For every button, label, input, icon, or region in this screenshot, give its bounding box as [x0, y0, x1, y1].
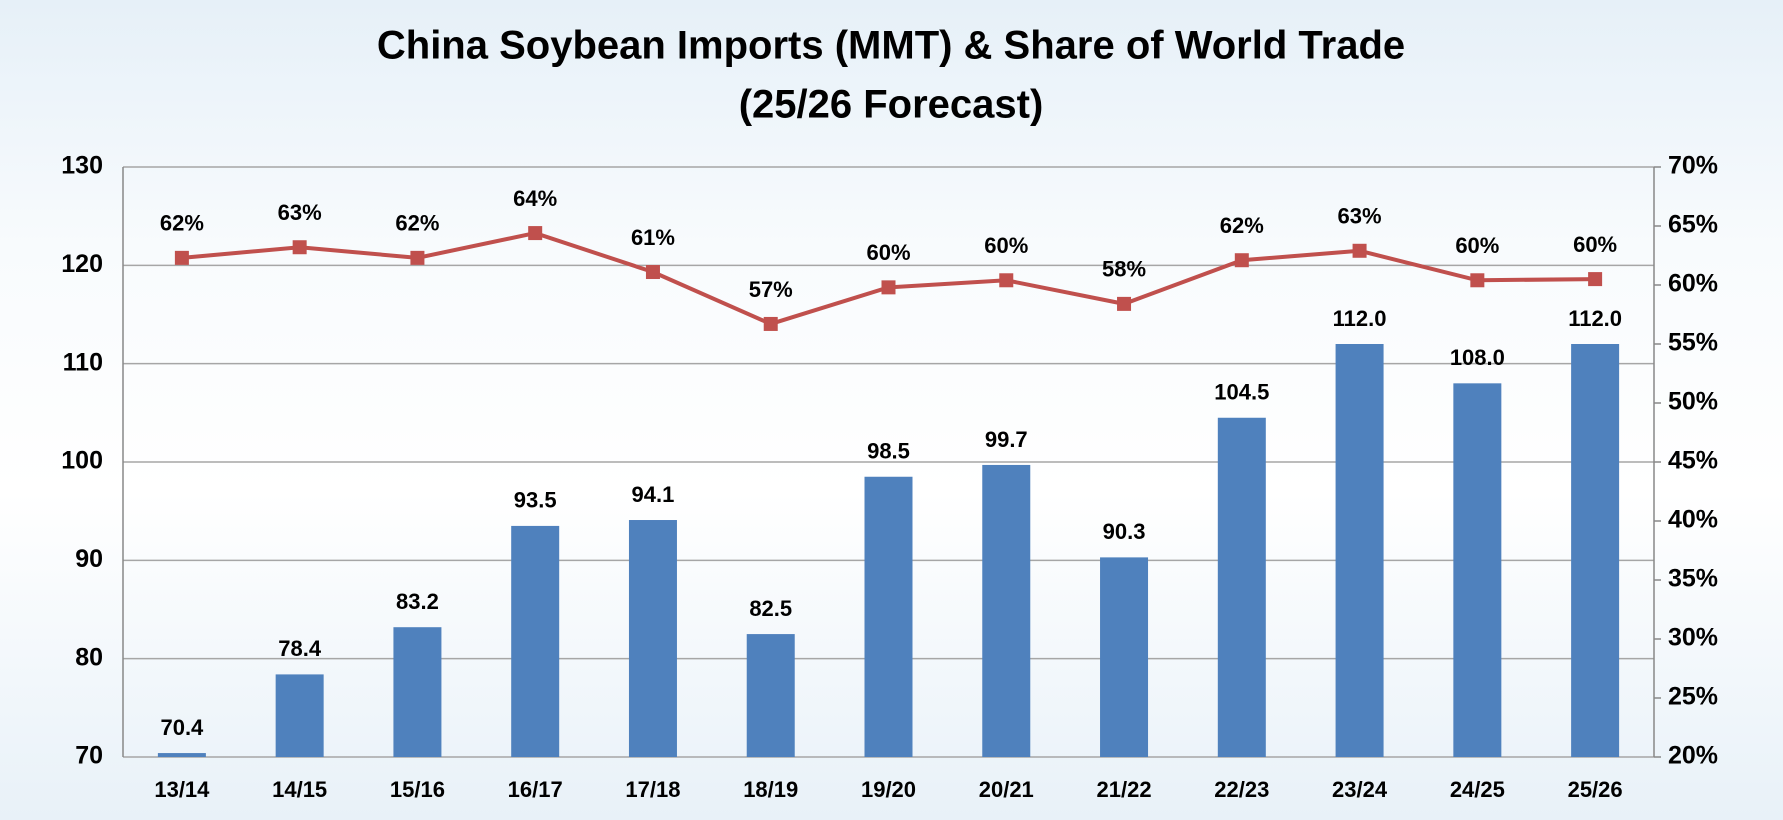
bar: [864, 476, 913, 757]
bar: [511, 525, 560, 757]
y2-tick-label: 65%: [1668, 211, 1718, 239]
line-marker: [528, 226, 543, 241]
x-tick-label: 19/20: [861, 777, 916, 802]
x-tick-label: 17/18: [625, 777, 680, 802]
bar: [628, 520, 677, 757]
y2-tick-label: 55%: [1668, 329, 1718, 357]
line-marker: [292, 240, 307, 255]
x-tick-label: 23/24: [1332, 777, 1388, 802]
bar: [393, 627, 442, 757]
line-marker: [1588, 272, 1603, 287]
y-tick-label: 70: [75, 742, 103, 770]
bar-label: 82.5: [749, 596, 792, 621]
bar-label: 78.4: [278, 636, 322, 661]
line-marker: [1352, 243, 1367, 258]
y-tick-label: 100: [61, 447, 103, 475]
bar-label: 98.5: [867, 439, 910, 464]
bar-label: 94.1: [632, 482, 675, 507]
x-tick-label: 24/25: [1450, 777, 1505, 802]
bar: [1217, 417, 1266, 757]
y2-tick-label: 40%: [1668, 506, 1718, 534]
x-tick-label: 22/23: [1214, 777, 1269, 802]
bar: [982, 464, 1031, 757]
y-tick-label: 130: [61, 152, 103, 180]
x-tick-label: 14/15: [272, 777, 327, 802]
bar-label: 112.0: [1568, 306, 1622, 331]
line-label: 64%: [513, 186, 557, 211]
bar-label: 90.3: [1103, 519, 1146, 544]
x-tick-label: 20/21: [979, 777, 1034, 802]
line-marker: [1117, 296, 1132, 311]
bar-label: 112.0: [1333, 306, 1387, 331]
line-label: 62%: [395, 211, 439, 236]
bar: [1100, 557, 1149, 757]
bar: [1571, 344, 1620, 757]
bar-label: 83.2: [396, 589, 439, 614]
line-label: 62%: [1220, 213, 1264, 238]
line-marker: [645, 265, 660, 280]
bar-label: 70.4: [160, 715, 204, 740]
y2-tick-label: 20%: [1668, 742, 1718, 770]
line-label: 60%: [1455, 233, 1499, 258]
line-label: 62%: [160, 211, 204, 236]
line-label: 58%: [1102, 257, 1146, 282]
line-marker: [1234, 253, 1249, 268]
line-label: 63%: [1338, 204, 1382, 229]
chart-title: China Soybean Imports (MMT) & Share of W…: [377, 24, 1405, 68]
y2-tick-label: 70%: [1668, 152, 1718, 180]
line-label: 60%: [984, 233, 1028, 258]
x-tick-label: 21/22: [1097, 777, 1152, 802]
line-marker: [999, 273, 1014, 288]
line-label: 61%: [631, 225, 675, 250]
x-tick-label: 25/26: [1568, 777, 1623, 802]
line-label: 60%: [866, 240, 910, 265]
bar-label: 99.7: [985, 427, 1028, 452]
x-tick-label: 18/19: [743, 777, 798, 802]
y-tick-label: 110: [63, 348, 103, 376]
bar: [157, 753, 206, 757]
y2-tick-label: 25%: [1668, 683, 1718, 711]
bar: [1335, 344, 1384, 757]
line-marker: [174, 250, 189, 265]
chart-subtitle: (25/26 Forecast): [739, 83, 1044, 127]
y2-tick-label: 30%: [1668, 624, 1718, 652]
line-marker: [763, 316, 778, 331]
line-marker: [1470, 273, 1485, 288]
y2-tick-label: 35%: [1668, 565, 1718, 593]
bar-label: 108.0: [1450, 345, 1505, 370]
y2-tick-label: 50%: [1668, 388, 1718, 416]
y2-tick-label: 45%: [1668, 447, 1718, 475]
line-marker: [410, 250, 425, 265]
y-tick-label: 80: [75, 643, 103, 671]
bar: [746, 634, 795, 757]
line-label: 63%: [278, 200, 322, 225]
line-label: 60%: [1573, 232, 1617, 257]
x-tick-label: 16/17: [508, 777, 563, 802]
bar-label: 93.5: [514, 488, 557, 513]
y-tick-label: 120: [61, 250, 103, 278]
line-marker: [881, 280, 896, 295]
y2-tick-label: 60%: [1668, 270, 1718, 298]
bar-label: 104.5: [1214, 380, 1269, 405]
bar: [275, 674, 324, 757]
line-label: 57%: [749, 277, 793, 302]
x-tick-label: 15/16: [390, 777, 445, 802]
bar: [1453, 383, 1502, 757]
y-tick-label: 90: [75, 545, 103, 573]
x-tick-label: 13/14: [154, 777, 210, 802]
